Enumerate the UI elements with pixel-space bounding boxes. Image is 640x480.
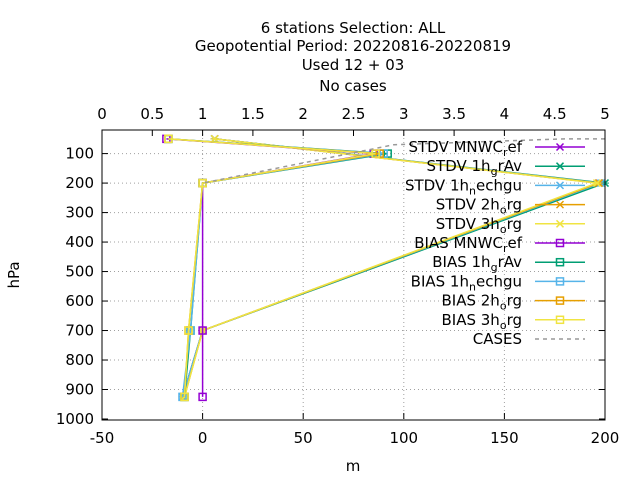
x2-tick-label: 0.5 <box>140 105 164 123</box>
legend-label-bias-1h-grav: BIAS 1hgrAv <box>432 253 522 274</box>
legend-marker-bias-2h-org <box>555 296 565 305</box>
legend-marker-bias-1h-grav <box>555 257 565 267</box>
x2-tick-label: 3 <box>399 105 409 123</box>
series-line-stdv-mnwc-ref <box>181 138 600 398</box>
legend-label-stdv-2h-org: STDV 2horg <box>436 196 522 217</box>
series-line-bias-2h-org <box>168 138 380 397</box>
title-line-4: No cases <box>319 77 387 95</box>
plot-frame <box>101 129 606 421</box>
x-tick-label: 200 <box>591 429 620 447</box>
legend-marker-stdv-1h-nechgu <box>555 181 565 190</box>
title-line-1: 6 stations Selection: ALL <box>261 19 446 37</box>
x2-tick-label: 1 <box>198 105 208 123</box>
data-point-bias-3h-org <box>371 149 380 158</box>
series-line-stdv-2h-org <box>183 138 600 398</box>
legend-marker-stdv-2h-org <box>555 200 565 209</box>
legend-marker-bias-1h-nechgu <box>555 277 565 286</box>
series-line-bias-1h-grav <box>168 138 388 397</box>
x-tick-label: 150 <box>490 429 519 447</box>
legend-marker-bias-3h-org <box>555 315 565 325</box>
title-line-2: Geopotential Period: 20220816-20220819 <box>195 37 511 55</box>
data-point-bias-3h-org <box>180 392 189 402</box>
series-line-stdv-1h-grav <box>181 138 606 398</box>
series-bias-1h-grav <box>164 134 392 402</box>
x-tick-label: 100 <box>389 429 418 447</box>
y-axis-label: hPa <box>5 261 23 288</box>
legend-marker-stdv-mnwc-ref <box>555 142 565 152</box>
series-bias-2h-org <box>164 134 384 402</box>
legend-marker-bias-mnwc-ref <box>555 238 565 248</box>
x2-tick-label: 2.5 <box>342 105 366 123</box>
data-point-bias-mnwc-ref <box>198 392 207 402</box>
legend-label-stdv-1h-grav: STDV 1hgrAv <box>427 157 523 178</box>
x2-tick-label: 4 <box>500 105 510 123</box>
series-bias-3h-org <box>164 134 380 402</box>
series-group <box>162 134 610 402</box>
legend-label-stdv-1h-nechgu: STDV 1hnechgu <box>405 176 522 197</box>
y-tick-label: 100 <box>65 145 94 163</box>
y-tick-label: 800 <box>65 351 94 369</box>
x-axis-label: m <box>346 457 361 475</box>
legend-label-stdv-3h-org: STDV 3horg <box>436 215 522 236</box>
x2-tick-label: 3.5 <box>442 105 466 123</box>
data-point-stdv-3h-org <box>592 179 601 188</box>
legend-marker-stdv-1h-grav <box>555 162 565 171</box>
y-tick-label: 300 <box>65 204 94 222</box>
y-tick-label: 1000 <box>56 410 94 428</box>
legend-label-bias-3h-org: BIAS 3horg <box>442 311 523 332</box>
x2-tick-label: 4.5 <box>543 105 567 123</box>
series-bias-1h-nechgu <box>164 134 388 402</box>
data-point-bias-3h-org <box>184 326 193 335</box>
x-tick-label: -50 <box>90 429 115 447</box>
chart-title: 6 stations Selection: ALL Geopotential P… <box>195 19 511 95</box>
y-tick-label: 400 <box>65 233 94 251</box>
data-point-bias-3h-org <box>164 134 173 144</box>
y-tick-label: 200 <box>65 174 94 192</box>
x-tick-label: 50 <box>294 429 313 447</box>
y-tick-label: 900 <box>65 381 94 399</box>
legend-label-bias-mnwc-ref: BIAS MNWCref <box>414 234 522 255</box>
legend-label-bias-2h-org: BIAS 2horg <box>442 292 523 313</box>
y-tick-label: 700 <box>65 322 94 340</box>
legend-marker-stdv-3h-org <box>555 219 565 228</box>
legend-label-stdv-mnwc-ref: STDV MNWCref <box>408 138 522 159</box>
title-line-3: Used 12 + 03 <box>302 56 405 74</box>
series-line-bias-mnwc-ref <box>166 138 374 397</box>
x2-tick-label: 0 <box>97 105 107 123</box>
x2-tick-label: 2 <box>298 105 308 123</box>
x-tick-label: 0 <box>198 429 208 447</box>
series-line-stdv-1h-nechgu <box>181 138 602 398</box>
series-stdv-1h-grav <box>178 134 610 401</box>
series-line-bias-1h-nechgu <box>168 138 384 397</box>
legend-label-cases: CASES <box>473 330 522 348</box>
x2-tick-label: 1.5 <box>241 105 265 123</box>
series-line-bias-3h-org <box>168 138 376 397</box>
legend-label-bias-1h-nechgu: BIAS 1hnechgu <box>411 272 522 293</box>
x2-tick-label: 5 <box>600 105 610 123</box>
y-tick-label: 500 <box>65 263 94 281</box>
axis-ticks: -50 0 50 100 150 200 0 0.5 1 1.5 2 2.5 3 3.5 4 4.5 5 100 2… <box>56 105 620 447</box>
y-tick-label: 600 <box>65 292 94 310</box>
data-point-bias-mnwc-ref <box>198 326 207 335</box>
series-line-stdv-3h-org <box>183 138 598 398</box>
